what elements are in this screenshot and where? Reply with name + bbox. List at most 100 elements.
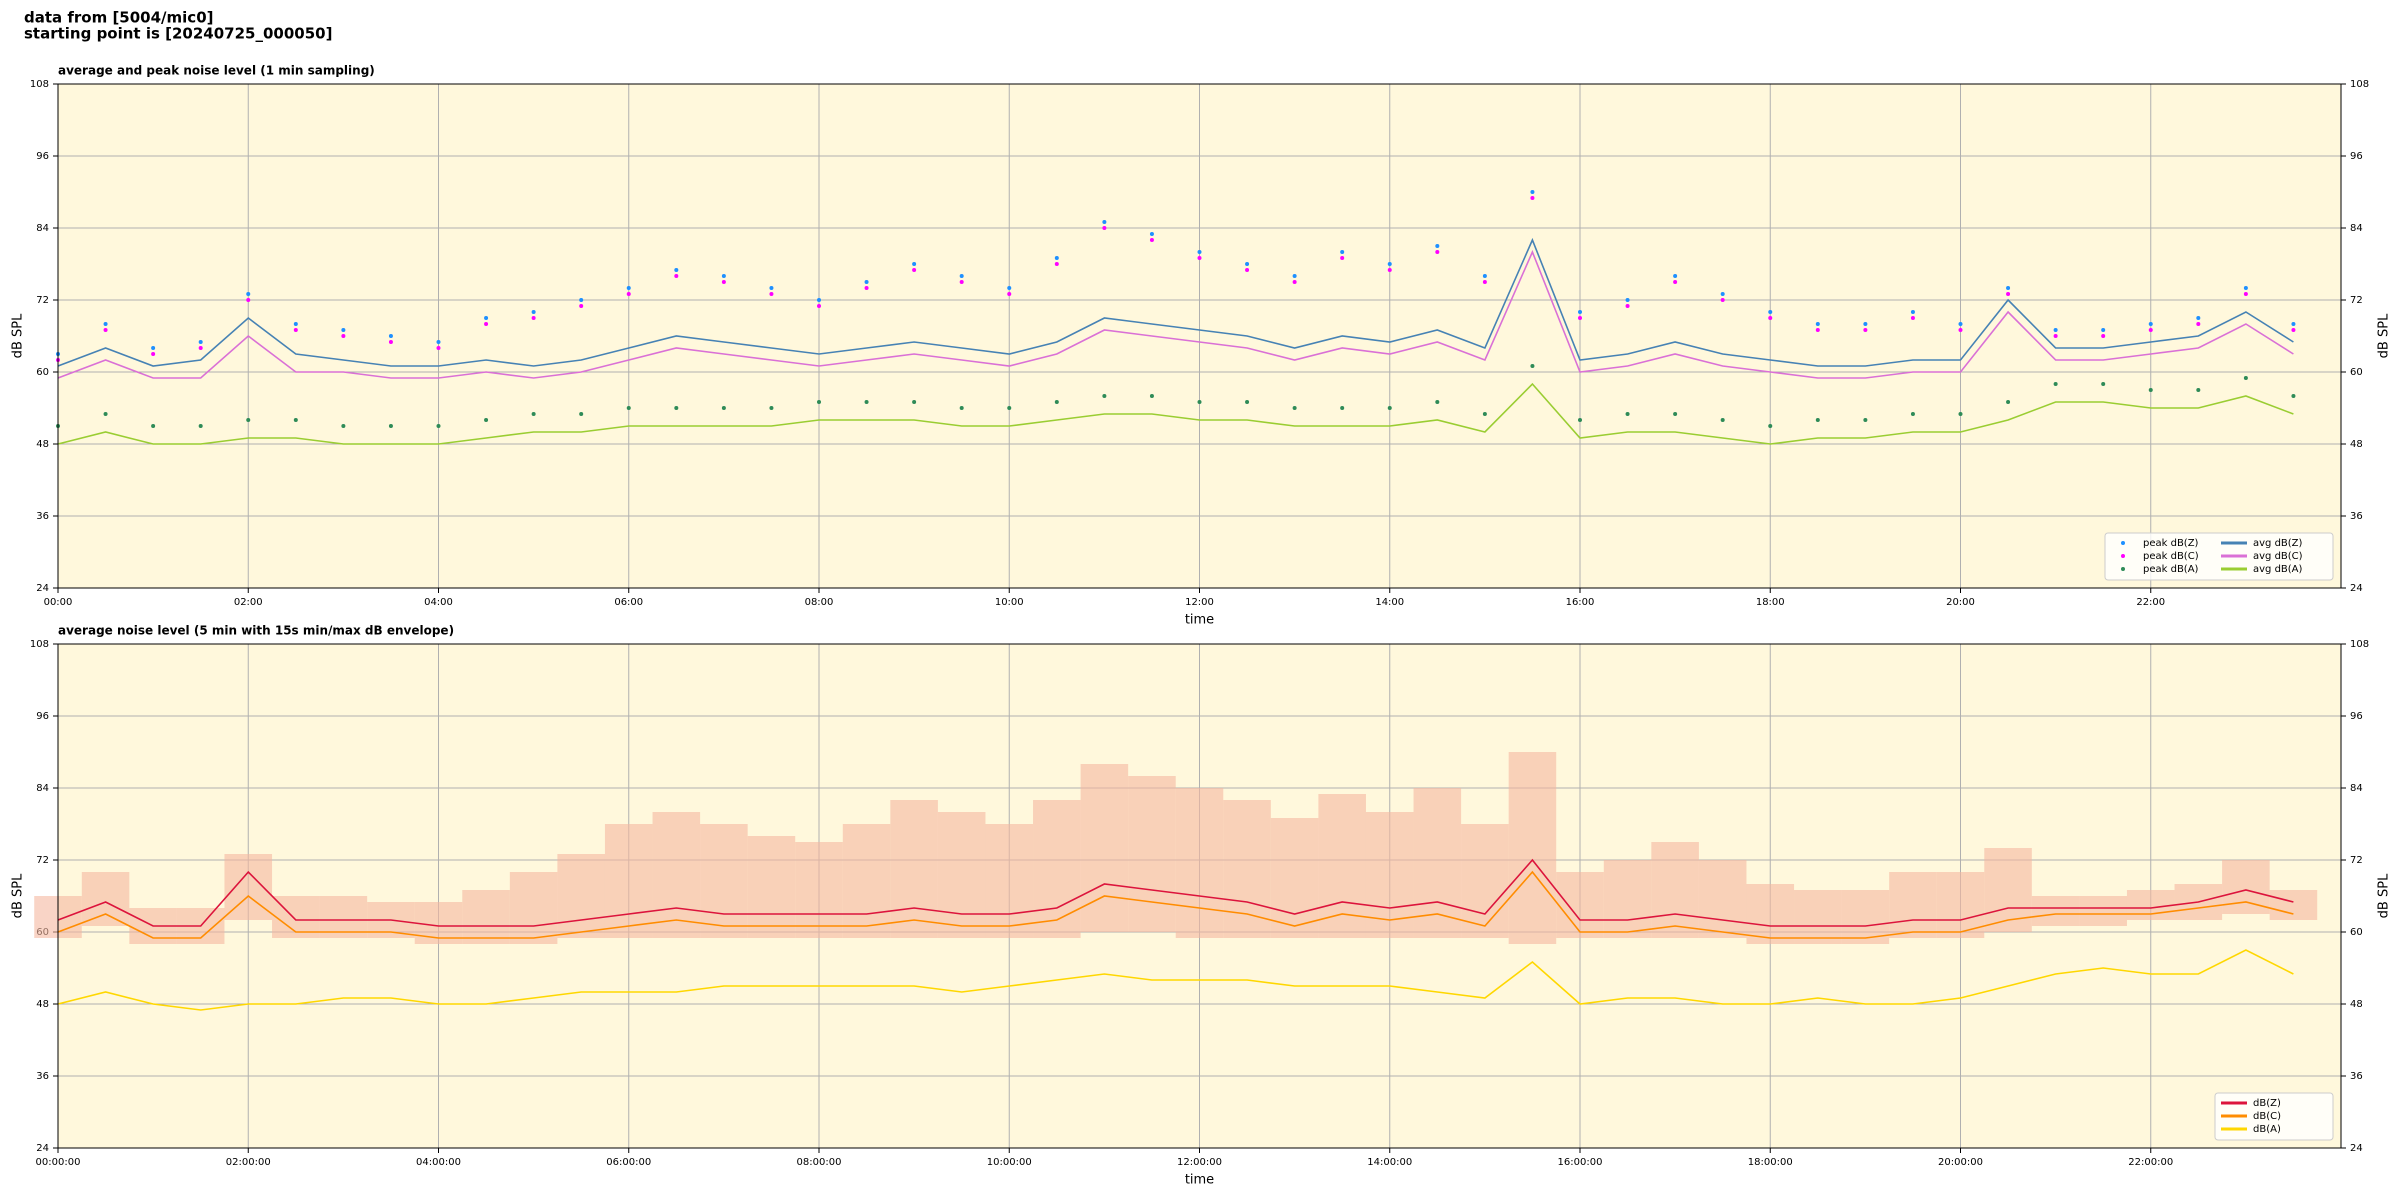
envelope-band (890, 800, 938, 938)
y2-axis-label: dB SPL (2377, 313, 2392, 358)
chart-title: average noise level (5 min with 15s min/… (58, 624, 454, 638)
x-tick-label: 10:00:00 (987, 1157, 1032, 1168)
peak-point (1387, 262, 1392, 266)
peak-point (103, 412, 108, 416)
peak-point (103, 322, 108, 326)
y-tick-label: 96 (36, 711, 49, 722)
peak-point (1102, 220, 1107, 224)
peak-point (1720, 292, 1725, 296)
envelope-band (1651, 842, 1699, 938)
x-tick-label: 16:00:00 (1558, 1157, 1603, 1168)
x-tick-label: 00:00:00 (36, 1157, 81, 1168)
peak-point (912, 268, 917, 272)
envelope-band (462, 890, 510, 944)
x-axis-label: time (1185, 613, 1214, 628)
envelope-band (2031, 896, 2080, 926)
peak-point (626, 406, 631, 410)
peak-point (484, 418, 489, 422)
y2-tick-label: 96 (2350, 151, 2363, 162)
peak-point (864, 280, 869, 284)
peak-point (1197, 250, 1202, 254)
y-tick-label: 108 (30, 639, 49, 650)
peak-point (2053, 382, 2058, 386)
peak-point (769, 286, 774, 290)
peak-point (1340, 250, 1345, 254)
y-axis-label: dB SPL (11, 873, 26, 918)
peak-point (1863, 418, 1868, 422)
peak-point (1625, 298, 1630, 302)
peak-point (531, 316, 536, 320)
peak-point (1387, 268, 1392, 272)
peak-point (721, 274, 726, 278)
x-axis-label: time (1185, 1173, 1214, 1188)
peak-point (1054, 262, 1059, 266)
envelope-band (1508, 752, 1557, 944)
peak-point (1815, 328, 1820, 332)
peak-point (1578, 316, 1582, 320)
y-tick-label: 84 (36, 223, 49, 234)
peak-point (2291, 328, 2296, 332)
peak-point (436, 340, 441, 344)
x-tick-label: 06:00 (614, 597, 643, 608)
x-tick-label: 14:00 (1375, 597, 1404, 608)
peak-point (341, 424, 346, 428)
peak-point (1007, 406, 1012, 410)
envelope-band (1033, 800, 1081, 938)
peak-point (2148, 388, 2153, 392)
plot-frame (57, 83, 2342, 589)
peak-point (959, 406, 964, 410)
peak-point (912, 262, 917, 266)
peak-point (1245, 262, 1250, 266)
y2-tick-label: 60 (2350, 927, 2363, 938)
peak-point (151, 346, 156, 350)
peak-point (1815, 322, 1820, 326)
peak-point (1292, 280, 1297, 284)
peak-point (341, 334, 346, 338)
y-tick-label: 60 (36, 367, 49, 378)
x-tick-label: 04:00 (424, 597, 453, 608)
x-tick-label: 12:00:00 (1177, 1157, 1222, 1168)
series-line (57, 249, 2294, 379)
peak-point (1387, 406, 1392, 410)
legend-swatch (2121, 567, 2125, 571)
peak-point (1435, 250, 1440, 254)
peak-point (484, 316, 489, 320)
legend-label: avg dB(C) (2253, 551, 2303, 562)
legend-label: peak dB(C) (2143, 551, 2199, 562)
x-tick-label: 08:00 (805, 597, 834, 608)
series-line (57, 870, 2294, 939)
peak-point (2006, 400, 2011, 404)
peak-point (2291, 394, 2296, 398)
peak-point (293, 328, 298, 332)
peak-point (436, 424, 441, 428)
chart-title: average and peak noise level (1 min samp… (58, 64, 375, 78)
peak-point (1768, 424, 1773, 428)
series-line (57, 237, 2294, 367)
y2-tick-label: 36 (2350, 511, 2363, 522)
peak-point (1149, 394, 1154, 398)
envelope-band (652, 812, 701, 938)
y2-tick-label: 96 (2350, 711, 2363, 722)
y-tick-label: 96 (36, 151, 49, 162)
envelope-band (81, 872, 130, 926)
legend-label: peak dB(Z) (2143, 538, 2199, 549)
x-tick-label: 08:00:00 (797, 1157, 842, 1168)
envelope-band (1080, 764, 1129, 932)
peak-point (2243, 286, 2248, 290)
peak-point (864, 286, 869, 290)
peak-point (1482, 412, 1487, 416)
peak-point (1102, 226, 1107, 230)
peak-point (2243, 292, 2248, 296)
peak-point (1245, 268, 1250, 272)
peak-point (293, 322, 298, 326)
peak-point (388, 334, 393, 338)
legend-label: dB(A) (2253, 1124, 2281, 1135)
x-tick-label: 20:00 (1946, 597, 1975, 608)
peak-point (1482, 280, 1487, 284)
peak-point (2006, 286, 2011, 290)
legend-label: dB(C) (2253, 1111, 2281, 1122)
peak-point (817, 400, 821, 404)
y2-tick-label: 36 (2350, 1071, 2363, 1082)
envelope-band (1365, 812, 1414, 938)
